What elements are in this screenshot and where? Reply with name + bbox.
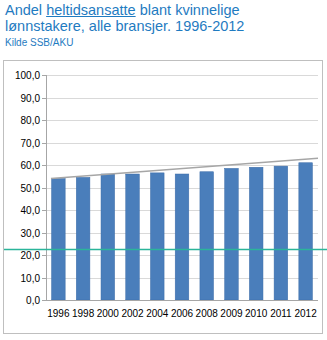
plot-area: [51, 158, 318, 300]
grid-line: [46, 98, 318, 99]
y-tick-label: 10,0: [21, 273, 41, 284]
grid: [42, 76, 318, 301]
x-tick-label: 2011: [270, 308, 292, 319]
reference-line: [4, 249, 327, 251]
trend-line: [51, 158, 318, 178]
grid-line: [46, 165, 318, 166]
grid-line: [46, 75, 318, 76]
grid-line: [46, 143, 318, 144]
bar: [249, 167, 263, 300]
grid-line: [46, 300, 318, 301]
y-tick-label: 40,0: [21, 205, 41, 216]
tick-mark: [42, 233, 46, 234]
x-tick-label: 2010: [245, 308, 268, 319]
y-tick-label: 30,0: [21, 228, 41, 239]
tick-mark: [42, 143, 46, 144]
x-tick-label: 2000: [97, 308, 120, 319]
tick-mark: [42, 210, 46, 211]
tick-mark: [42, 188, 46, 189]
y-tick-label: 20,0: [21, 250, 41, 261]
subtitle: Kilde SSB/AKU: [5, 37, 73, 48]
x-tick-label: 2008: [196, 308, 219, 319]
bar: [299, 163, 313, 300]
tick-mark: [42, 165, 46, 166]
x-tick-label: 2006: [171, 308, 194, 319]
x-tick-label: 1998: [72, 308, 95, 319]
title: Andel heltidsansatte blant kvinnelige lø…: [5, 2, 280, 34]
chart-frame: [4, 61, 323, 334]
x-tick-label: 2002: [121, 308, 144, 319]
tick-mark: [42, 278, 46, 279]
grid-line: [46, 120, 318, 121]
bar: [76, 177, 90, 300]
tick-mark: [42, 75, 46, 76]
x-tick-label: 1996: [47, 308, 70, 319]
x-tick-label: 2012: [295, 308, 318, 319]
bar: [274, 166, 288, 300]
bar: [150, 173, 164, 300]
y-axis: [46, 75, 47, 300]
x-tick-label: 2004: [146, 308, 169, 319]
title-text: Andel heltidsansatte blant kvinnelige lø…: [5, 2, 244, 34]
chart: 0,0 10,0 20,0 30,0 40,0 50,0 60,0 70,0 80,0 90,0 1…: [0, 0, 327, 340]
y-tick-label: 60,0: [21, 160, 41, 171]
y-tick-label: 90,0: [21, 93, 41, 104]
bar: [52, 179, 66, 301]
y-tick-label: 100,0: [15, 70, 40, 81]
bar: [175, 174, 189, 300]
bar: [225, 168, 239, 300]
y-tick-label: 70,0: [21, 138, 41, 149]
y-tick-label: 0,0: [26, 295, 40, 306]
bar: [126, 174, 140, 300]
tick-mark: [42, 120, 46, 121]
bar: [200, 172, 214, 300]
tick-mark: [42, 98, 46, 99]
tick-mark: [42, 300, 46, 301]
x-tick-label: 2009: [220, 308, 243, 319]
x-axis: [46, 300, 318, 301]
y-tick-label: 80,0: [21, 115, 41, 126]
y-tick-label: 50,0: [21, 183, 41, 194]
bar: [101, 174, 115, 300]
tick-mark: [42, 255, 46, 256]
